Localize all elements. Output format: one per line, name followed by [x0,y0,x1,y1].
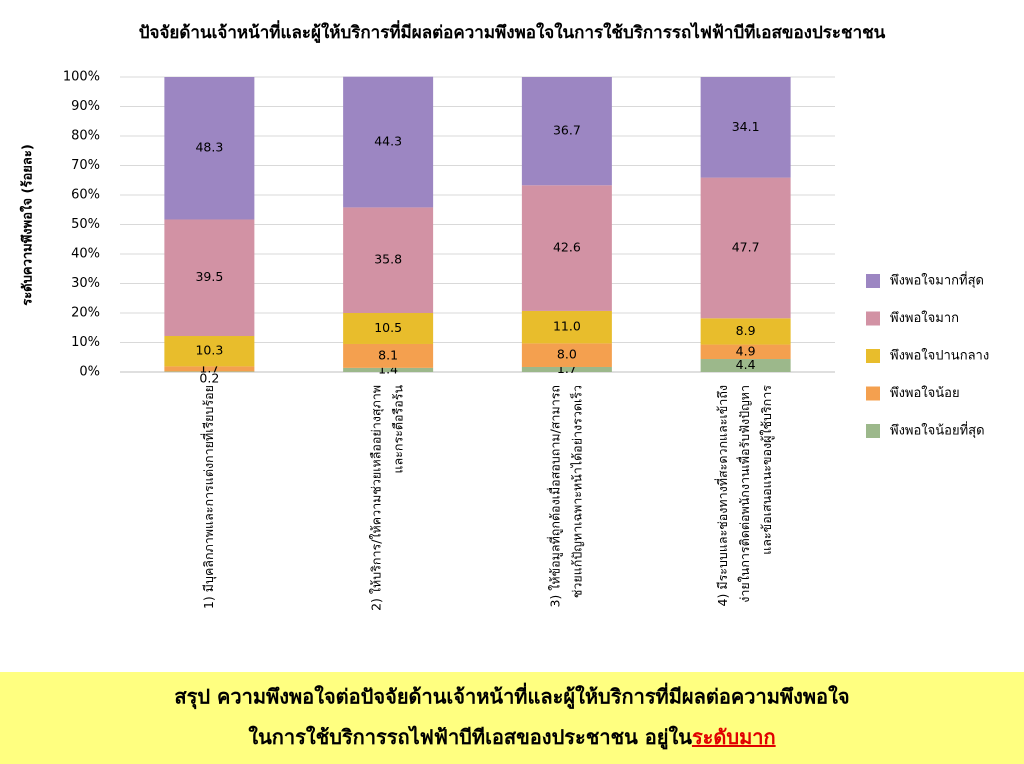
legend-swatch [866,311,880,326]
bar-segment [343,367,434,372]
bar-segment [164,77,255,220]
legend-swatch [866,424,880,438]
legend-swatch [866,349,880,363]
legend-swatch [866,274,880,288]
x-tick-label: 1) มีบุคลิกภาพและการแต่งกายที่เรียบร้อย [200,385,217,609]
x-tick-label: 3) ให้ข้อมูลที่ถูกต้องเมื่อสอบถาม/สามารถ [546,385,563,608]
legend-label: พึงพอใจน้อยที่สุด [890,422,985,439]
summary-line: ในการใช้บริการรถไฟฟ้าบีทีเอสของประชาชน อ… [248,725,775,751]
x-tick-label: ง่ายในการติดต่อพนักงานเพื่อรับฟังปัญหา [736,385,752,603]
data-label: 8.1 [378,347,398,362]
bar-segment [700,318,791,345]
bar-segment [521,366,612,372]
data-label: 34.1 [732,119,760,134]
bar-segment [343,343,434,368]
bar-segment [700,359,791,372]
bar-segment [164,366,255,372]
data-label: 35.8 [374,252,402,267]
y-tick-label: 30% [71,276,100,291]
data-label: 4.4 [736,357,756,372]
y-axis-label: ระดับความพึงพอใจ (ร้อยละ) [19,144,36,306]
y-tick-label: 10% [71,335,100,350]
x-tick-label: และข้อเสนอแนะของผู้ใช้บริการ [759,385,775,555]
y-tick-label: 60% [71,188,100,203]
y-tick-label: 20% [71,306,100,321]
summary-box [0,672,1024,764]
data-label: 10.3 [195,343,223,358]
y-tick-label: 50% [71,217,100,232]
legend-label: พึงพอใจปานกลาง [890,348,989,364]
y-tick-label: 0% [79,365,100,380]
data-label: 44.3 [374,134,402,149]
data-label: 8.9 [736,323,756,338]
bar-segment [343,76,434,208]
bar-segment [343,207,434,313]
y-tick-label: 100% [63,70,100,85]
data-label: 10.5 [374,320,402,335]
bar-segment [521,185,612,311]
bar-segment [521,343,612,367]
legend-label: พึงพอใจมาก [890,310,959,326]
x-tick-label: 4) มีระบบและช่องทางที่สะดวกและเข้าถึง [714,385,730,606]
y-tick-label: 70% [71,158,100,173]
data-label: 36.7 [553,123,581,138]
legend-swatch [866,386,880,401]
data-label: 8.0 [557,347,577,362]
bar-segment [700,344,791,360]
x-tick-label: และกระตือรือร้น [391,385,406,474]
summary-line: สรุป ความพึงพอใจต่อปัจจัยด้านเจ้าหน้าที่… [174,682,849,711]
y-tick-label: 80% [71,129,100,144]
summary-text: ในการใช้บริการรถไฟฟ้าบีทีเอสของประชาชน อ… [248,725,692,751]
data-label: 4.9 [736,343,756,358]
legend-label: พึงพอใจน้อย [890,385,960,401]
bar-segment [521,77,612,186]
x-tick-label: ช่วยแก้ปัญหาเฉพาะหน้าได้อย่างรวดเร็ว [569,385,584,598]
chart-title: ปัจจัยด้านเจ้าหน้าที่และผู้ให้บริการที่ม… [139,20,886,44]
data-label: 11.0 [553,319,581,334]
bar-segment [700,77,791,178]
bar-segment [164,336,255,367]
bar-segment [343,313,434,344]
x-tick-label: 2) ให้บริการ/ให้ความช่วยเหลืออย่างสุภาพ [369,385,385,611]
bar-segment [164,371,255,372]
bar-segment [700,177,791,319]
legend-label: พึงพอใจมากที่สุด [890,272,984,289]
y-tick-label: 90% [71,99,100,114]
summary-highlight: ระดับมาก [692,725,776,749]
data-label: 39.5 [195,269,223,284]
data-label: 42.6 [553,240,581,255]
bar-segment [521,310,612,344]
data-label: 47.7 [732,239,760,254]
data-label: 0.2 [199,371,219,386]
y-tick-label: 40% [71,247,100,262]
data-label: 48.3 [195,140,223,155]
bar-segment [164,219,255,337]
